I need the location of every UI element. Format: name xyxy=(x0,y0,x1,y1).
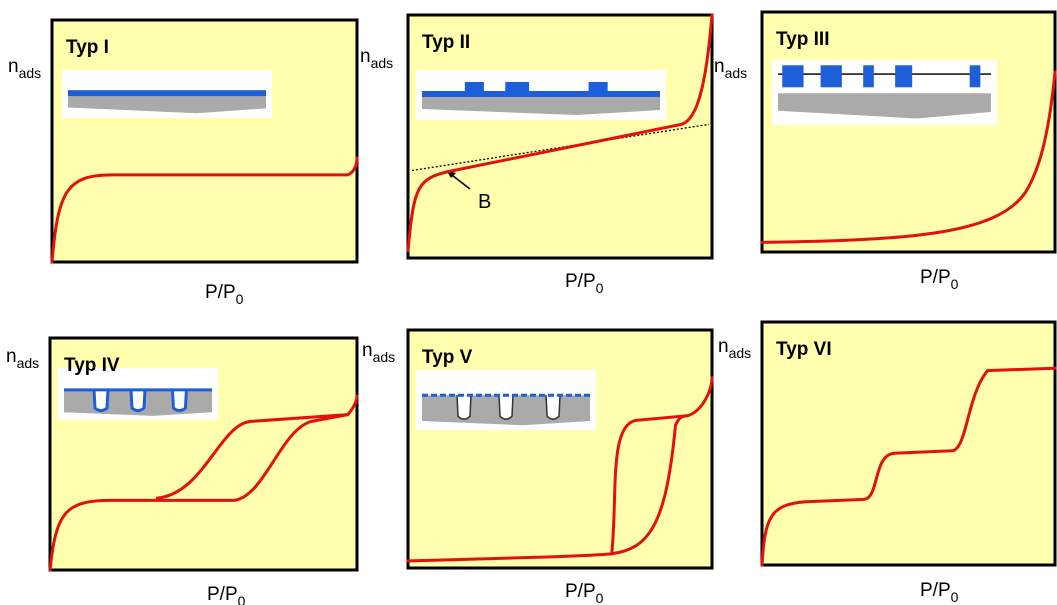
pore-inset xyxy=(416,370,596,430)
panel-title: Typ II xyxy=(422,32,470,53)
y-axis-label: nads xyxy=(8,56,41,81)
pore xyxy=(456,395,472,420)
y-axis-label: nads xyxy=(362,340,395,365)
x-axis-label: P/P0 xyxy=(207,584,246,605)
panel-title: Typ III xyxy=(776,29,829,50)
substrate xyxy=(422,97,660,115)
pore xyxy=(129,389,147,413)
pore xyxy=(545,395,561,420)
y-axis-label-main: n xyxy=(718,336,729,357)
isotherm-curve xyxy=(760,70,1057,244)
x-axis-label: P/P0 xyxy=(205,282,244,307)
isotherm-panel: B Typ II xyxy=(406,13,714,260)
adsorbate-layer xyxy=(778,73,991,75)
panel-box xyxy=(760,320,1057,567)
isotherm-curve xyxy=(155,413,350,500)
x-axis-label: P/P0 xyxy=(920,580,959,605)
isotherm-curve xyxy=(406,13,714,253)
x-axis-label-main: P/P xyxy=(565,271,596,292)
y-axis-label-sub: ads xyxy=(373,349,396,365)
isotherm-curve xyxy=(610,414,690,556)
y-axis-label-sub: ads xyxy=(729,345,752,361)
panel-title: Typ I xyxy=(66,37,109,58)
isotherm-curve xyxy=(48,394,359,572)
isotherm-panel: Typ V xyxy=(406,328,714,570)
y-axis-label-sub: ads xyxy=(725,65,748,81)
adsorbate-island xyxy=(820,65,842,88)
isotherm-panel: Typ IV xyxy=(48,336,359,572)
adsorbate-layer xyxy=(422,91,660,97)
y-axis-label: nads xyxy=(6,346,39,371)
isotherm-curve xyxy=(50,156,359,264)
y-axis-label-sub: ads xyxy=(19,65,42,81)
x-axis-label-sub: 0 xyxy=(596,590,604,605)
annotation-label: B xyxy=(478,191,491,213)
isotherm-panel: Typ III xyxy=(760,10,1057,254)
panel-title: Typ IV xyxy=(64,355,120,376)
x-axis-label-sub: 0 xyxy=(596,280,604,296)
isotherm-panel: Typ VI xyxy=(760,320,1057,567)
isotherm-curve xyxy=(760,366,1057,567)
y-axis-label: nads xyxy=(360,46,393,71)
substrate xyxy=(68,96,266,114)
adsorbate-island xyxy=(782,65,804,88)
pore xyxy=(170,389,188,413)
x-axis-label-main: P/P xyxy=(207,584,238,605)
panel-box xyxy=(406,13,714,260)
y-axis-label-sub: ads xyxy=(17,355,40,371)
pore-inset xyxy=(416,70,666,120)
x-axis-label-main: P/P xyxy=(920,267,951,288)
adsorbate-island xyxy=(505,82,530,91)
y-axis-label-main: n xyxy=(362,340,373,361)
panel-title: Typ V xyxy=(422,347,473,368)
x-axis-label: P/P0 xyxy=(565,271,604,296)
x-axis-label: P/P0 xyxy=(920,267,959,292)
isotherm-curve xyxy=(406,376,714,563)
x-axis-label-main: P/P xyxy=(565,581,596,602)
x-axis-label-main: P/P xyxy=(205,282,236,303)
y-axis-label-main: n xyxy=(8,56,19,77)
panel-box xyxy=(50,18,359,264)
adsorbate-island xyxy=(895,65,913,88)
panel-title: Typ VI xyxy=(776,339,832,360)
x-axis-label-sub: 0 xyxy=(951,589,959,605)
y-axis-label-main: n xyxy=(714,56,725,77)
panel-box xyxy=(406,328,714,570)
x-axis-label-sub: 0 xyxy=(951,276,959,292)
pore xyxy=(498,395,514,420)
x-axis-label-sub: 0 xyxy=(238,593,246,605)
y-axis-label: nads xyxy=(718,336,751,361)
adsorbate-island xyxy=(969,65,981,88)
pore-inset xyxy=(772,60,997,125)
x-axis-label-main: P/P xyxy=(920,580,951,601)
y-axis-label: nads xyxy=(714,56,747,81)
y-axis-label-main: n xyxy=(360,46,371,67)
isotherm-panel: Typ I xyxy=(50,18,359,264)
x-axis-label-sub: 0 xyxy=(236,291,244,307)
pore-inset xyxy=(62,70,272,118)
y-axis-label-main: n xyxy=(6,346,17,367)
adsorbate-layer xyxy=(68,90,266,97)
pore xyxy=(92,389,110,413)
pore-inset xyxy=(58,368,218,420)
x-axis-label: P/P0 xyxy=(565,581,604,605)
substrate xyxy=(778,93,991,119)
y-axis-label-sub: ads xyxy=(371,55,394,71)
adsorbate-island xyxy=(863,65,874,88)
adsorbate-island xyxy=(464,82,484,91)
adsorbate-island xyxy=(588,82,608,91)
